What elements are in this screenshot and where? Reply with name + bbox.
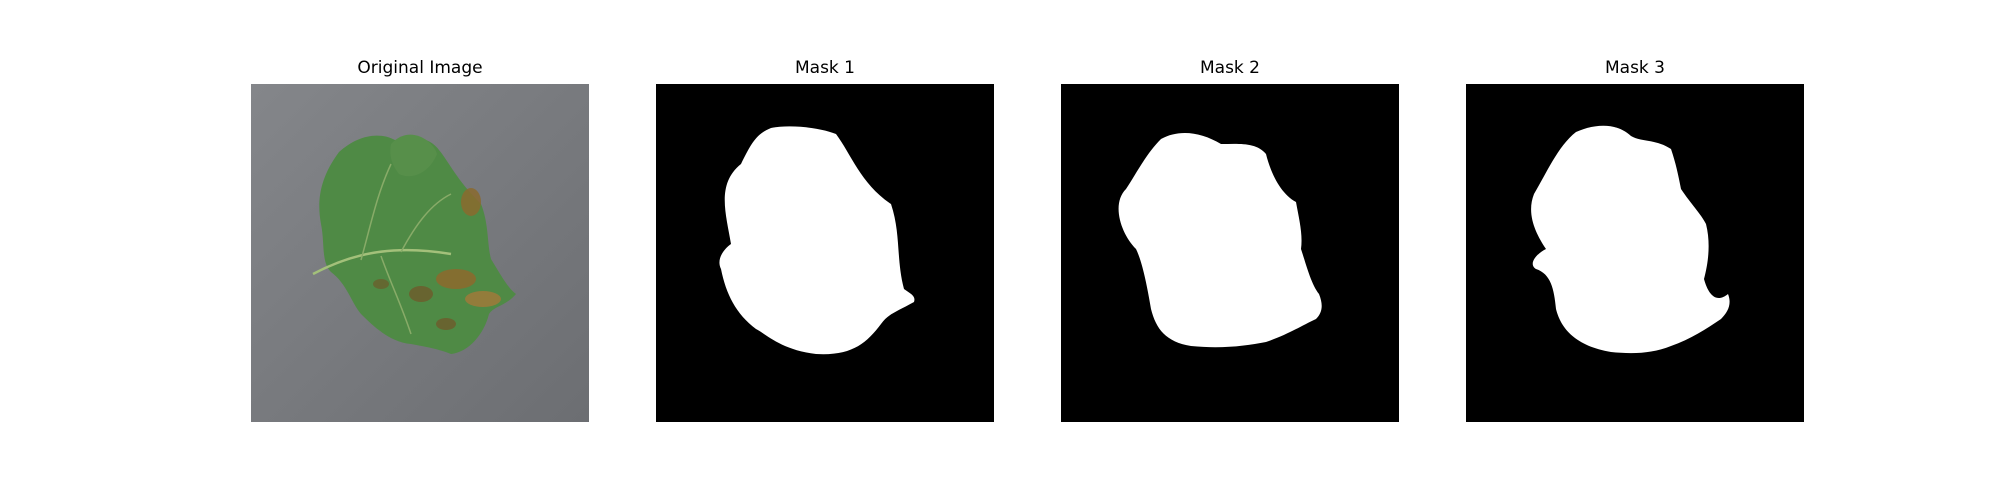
panel-mask-3: Mask 3 — [1466, 0, 1804, 500]
leaf-lesion — [436, 269, 476, 289]
leaf-vein — [400, 193, 452, 253]
mask-region — [1118, 132, 1322, 348]
mask-region — [1531, 125, 1730, 354]
panel-original-image: Original Image — [251, 0, 589, 500]
leaf-vein — [360, 163, 392, 261]
panel-title: Original Image — [357, 58, 483, 78]
panel-title: Mask 1 — [794, 58, 855, 78]
leaf-lesion — [409, 286, 433, 302]
leaf-lesion — [436, 318, 456, 330]
mask-region — [719, 126, 915, 355]
mask-3-image — [1466, 84, 1804, 422]
panel-mask-1: Mask 1 — [656, 0, 994, 500]
leaf-lesion — [461, 188, 481, 216]
leaf-lobe — [390, 134, 437, 177]
mask-2-image — [1061, 84, 1399, 422]
leaf-midrib — [312, 248, 452, 276]
leaf-lesion — [465, 291, 501, 307]
original-leaf-image — [251, 84, 589, 422]
leaf-lesion — [373, 279, 389, 289]
panel-mask-2: Mask 2 — [1061, 0, 1399, 500]
panel-title: Mask 3 — [1604, 58, 1665, 78]
panel-title: Mask 2 — [1199, 58, 1260, 78]
mask-1-image — [656, 84, 994, 422]
leaf-vein — [380, 255, 412, 335]
